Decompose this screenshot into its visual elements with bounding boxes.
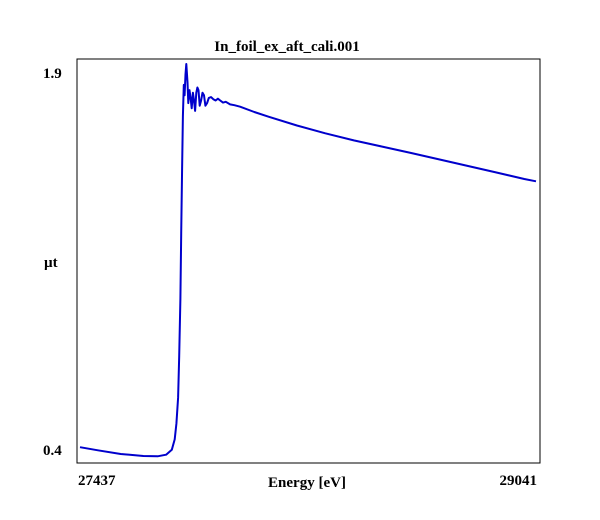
x-tick-label-left: 27437 — [78, 473, 116, 489]
y-axis-label: µt — [44, 255, 58, 271]
x-tick-label-right: 29041 — [500, 473, 538, 489]
y-tick-label-top: 1.9 — [43, 66, 62, 82]
plot-area — [76, 58, 541, 464]
x-axis-label: Energy [eV] — [268, 475, 346, 491]
y-tick-label-bottom: 0.4 — [43, 443, 62, 459]
chart-title: In_foil_ex_aft_cali.001 — [214, 39, 359, 55]
series-line-0 — [79, 63, 537, 458]
series-layer — [79, 63, 537, 458]
